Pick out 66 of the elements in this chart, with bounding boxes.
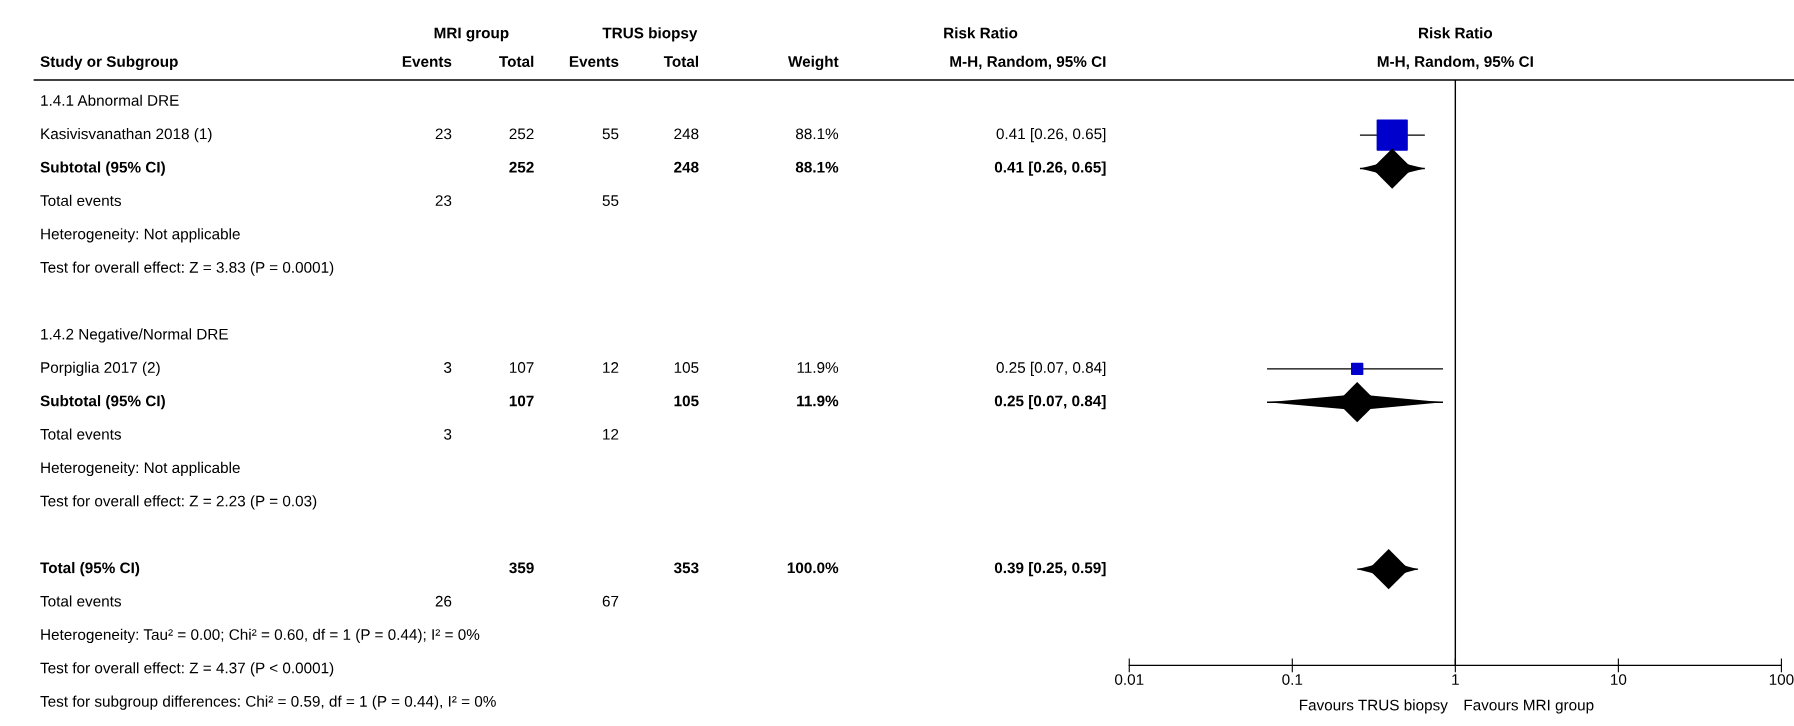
category-label: Total events [40, 194, 122, 207]
text: 88.1% [796, 128, 839, 140]
text: 105 [674, 362, 699, 373]
category-label: Weight [788, 55, 839, 71]
category-label: Events [402, 56, 452, 67]
text: 353 [673, 562, 699, 574]
category-label: 1.4.1 Abnormal DRE [41, 94, 179, 106]
category-label: Kasivisvanathan 2018 (1) [41, 128, 212, 143]
text: 0.41 [0.26, 0.65] [994, 161, 1106, 176]
x-tick-label: 1 [1452, 674, 1459, 685]
x-tick-label: 0.01 [1114, 674, 1144, 685]
text: Favours MRI group [1464, 699, 1594, 714]
category-label: Subtotal (95% CI) [40, 161, 165, 176]
text: 252 [509, 161, 534, 173]
text: 107 [509, 362, 534, 373]
text: 107 [509, 395, 534, 407]
text: 359 [509, 562, 534, 574]
category-label: Test for overall effect: Z = 2.23 (P = 0.03) [40, 495, 317, 510]
text: 23 [435, 195, 452, 207]
category-label: Study or Subgroup [40, 55, 178, 71]
text: 3 [444, 362, 452, 373]
text: 0.39 [0.25, 0.59] [994, 562, 1106, 577]
text: 55 [602, 128, 619, 140]
chart-subtitle: M-H, Random, 95% CI [1377, 55, 1533, 70]
category-label: Subtotal (95% CI) [40, 395, 165, 410]
text: 11.9% [797, 362, 839, 373]
category-label: Total events [40, 428, 122, 440]
text: Favours TRUS biopsy [1299, 699, 1448, 714]
text: 248 [674, 128, 699, 140]
text: 23 [435, 128, 452, 140]
text: 12 [603, 428, 619, 440]
text: 248 [674, 161, 699, 173]
category-label: M-H, Random, 95% CI [950, 55, 1106, 70]
category-label: Heterogeneity: Tau² = 0.00; Chi² = 0.60, df = 1 (P = 0.44); I² = 0% [41, 628, 480, 644]
category-label: Total [663, 55, 698, 67]
text: 252 [509, 128, 534, 140]
text: Risk Ratio [944, 27, 1018, 39]
category-label: Total (95% CI) [40, 562, 140, 577]
category-label: Heterogeneity: Not applicable [41, 461, 240, 477]
text: 0.41 [0.26, 0.65] [996, 128, 1106, 143]
text: 26 [435, 595, 452, 607]
text: 100.0% [787, 562, 839, 574]
category-label: Total events [40, 595, 122, 607]
category-label: Test for subgroup differences: Chi² = 0.59, df = 1 (P = 0.44), I² = 0% [40, 695, 496, 710]
category-label: Total [499, 55, 534, 67]
category-label: Test for overall effect: Z = 3.83 (P = 0.0001) [40, 261, 334, 276]
text: 11.9% [797, 395, 839, 407]
text: 55 [602, 195, 619, 207]
text: 88.1% [795, 161, 839, 173]
text: 67 [602, 595, 619, 607]
text: TRUS biopsy [602, 27, 698, 42]
text: 3 [444, 428, 452, 440]
x-tick-label: 10 [1611, 674, 1627, 685]
category-label: 1.4.2 Negative/Normal DRE [41, 328, 228, 343]
category-label: Heterogeneity: Not applicable [41, 228, 240, 243]
text: 0.25 [0.07, 0.84] [994, 395, 1106, 410]
category-label: Porpiglia 2017 (2) [41, 361, 160, 376]
chart-title: Risk Ratio [1419, 27, 1493, 39]
text: 0.25 [0.07, 0.84] [996, 361, 1106, 376]
text: 12 [603, 362, 619, 373]
category-label: Test for overall effect: Z = 4.37 (P < 0.0001) [40, 662, 334, 677]
x-tick-label: 0.1 [1282, 674, 1303, 685]
text: 105 [674, 395, 699, 407]
category-label: Events [569, 56, 619, 67]
text: MRI group [434, 27, 509, 42]
x-tick-label: 100 [1769, 674, 1794, 685]
